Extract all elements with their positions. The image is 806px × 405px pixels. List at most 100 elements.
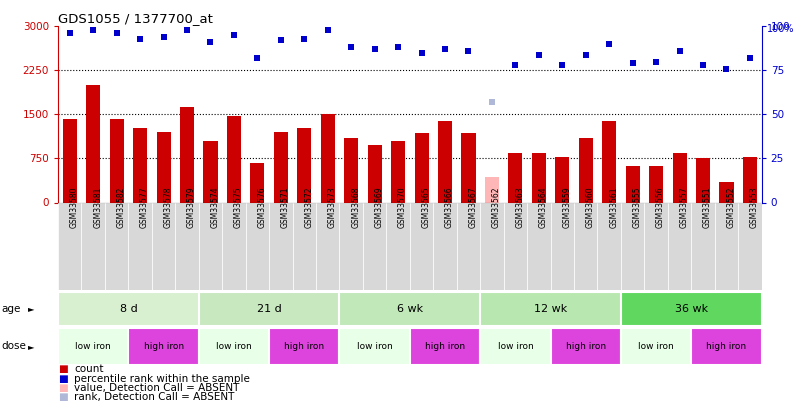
Bar <box>339 202 363 290</box>
Bar <box>246 202 269 290</box>
Bar <box>86 85 100 202</box>
Text: GSM33573: GSM33573 <box>328 186 337 228</box>
Bar <box>480 202 504 290</box>
Text: low iron: low iron <box>638 342 674 351</box>
Bar <box>414 133 429 202</box>
Bar <box>509 153 522 202</box>
Bar <box>462 133 476 202</box>
Bar <box>550 328 621 364</box>
Bar <box>692 328 762 364</box>
Text: GSM33553: GSM33553 <box>750 186 759 228</box>
Bar <box>696 158 710 202</box>
Bar <box>227 115 241 202</box>
Bar <box>175 202 199 290</box>
Text: GSM33572: GSM33572 <box>305 186 314 228</box>
Text: age: age <box>2 304 21 314</box>
Text: GSM33577: GSM33577 <box>140 186 149 228</box>
Text: ►: ► <box>28 342 35 351</box>
Bar <box>555 157 569 202</box>
Text: ■: ■ <box>58 383 68 393</box>
Bar <box>527 202 550 290</box>
Bar <box>485 177 499 202</box>
Text: ■: ■ <box>58 374 68 384</box>
Bar <box>532 153 546 202</box>
Bar <box>297 128 311 202</box>
Text: GSM33570: GSM33570 <box>398 186 407 228</box>
Text: GSM33552: GSM33552 <box>726 186 736 228</box>
Bar <box>269 202 293 290</box>
Bar <box>58 202 81 290</box>
Text: GSM33560: GSM33560 <box>586 186 595 228</box>
Bar <box>63 119 77 202</box>
Text: GSM33566: GSM33566 <box>445 186 454 228</box>
Bar <box>274 132 288 202</box>
Text: high iron: high iron <box>706 342 746 351</box>
Bar <box>58 292 199 326</box>
Bar <box>649 166 663 202</box>
Text: GDS1055 / 1377700_at: GDS1055 / 1377700_at <box>58 12 213 25</box>
Bar <box>720 182 733 202</box>
Text: GSM33580: GSM33580 <box>70 186 79 228</box>
Bar <box>133 128 147 202</box>
Bar <box>386 202 409 290</box>
Bar <box>715 202 738 290</box>
Bar <box>339 292 480 326</box>
Bar <box>644 202 668 290</box>
Bar <box>480 328 550 364</box>
Text: GSM33555: GSM33555 <box>633 186 642 228</box>
Text: count: count <box>74 364 104 374</box>
Text: GSM33551: GSM33551 <box>703 186 712 228</box>
Bar <box>269 328 339 364</box>
Bar <box>180 107 194 202</box>
Bar <box>152 202 175 290</box>
Text: high iron: high iron <box>285 342 324 351</box>
Text: GSM33574: GSM33574 <box>210 186 219 228</box>
Text: GSM33579: GSM33579 <box>187 186 196 228</box>
Text: high iron: high iron <box>425 342 465 351</box>
Text: 36 wk: 36 wk <box>675 304 708 314</box>
Text: GSM33582: GSM33582 <box>117 186 126 228</box>
Bar <box>550 202 574 290</box>
Text: high iron: high iron <box>143 342 184 351</box>
Bar <box>668 202 692 290</box>
Bar <box>625 166 640 202</box>
Bar <box>128 328 199 364</box>
Text: low iron: low iron <box>75 342 111 351</box>
Bar <box>251 162 264 202</box>
Bar <box>81 202 105 290</box>
Text: 21 d: 21 d <box>257 304 281 314</box>
Bar <box>316 202 339 290</box>
Text: 12 wk: 12 wk <box>534 304 567 314</box>
Bar <box>621 292 762 326</box>
Bar <box>222 202 246 290</box>
Bar <box>199 202 222 290</box>
Bar <box>391 141 405 202</box>
Bar <box>504 202 527 290</box>
Text: 100%: 100% <box>767 23 795 34</box>
Bar <box>203 141 218 202</box>
Bar <box>457 202 480 290</box>
Text: GSM33575: GSM33575 <box>234 186 243 228</box>
Bar <box>58 328 128 364</box>
Text: ■: ■ <box>58 364 68 374</box>
Text: 8 d: 8 d <box>119 304 137 314</box>
Bar <box>597 202 621 290</box>
Text: low iron: low iron <box>497 342 534 351</box>
Bar <box>409 202 434 290</box>
Bar <box>339 328 409 364</box>
Text: GSM33563: GSM33563 <box>515 186 525 228</box>
Text: GSM33565: GSM33565 <box>422 186 430 228</box>
Bar <box>156 132 171 202</box>
Text: GSM33569: GSM33569 <box>375 186 384 228</box>
Text: value, Detection Call = ABSENT: value, Detection Call = ABSENT <box>74 383 239 393</box>
Bar <box>621 202 644 290</box>
Text: percentile rank within the sample: percentile rank within the sample <box>74 374 250 384</box>
Text: GSM33557: GSM33557 <box>679 186 688 228</box>
Text: high iron: high iron <box>566 342 606 351</box>
Text: 6 wk: 6 wk <box>397 304 423 314</box>
Text: GSM33562: GSM33562 <box>492 186 501 228</box>
Bar <box>105 202 128 290</box>
Text: GSM33559: GSM33559 <box>563 186 571 228</box>
Text: GSM33556: GSM33556 <box>656 186 665 228</box>
Text: GSM33578: GSM33578 <box>164 186 172 228</box>
